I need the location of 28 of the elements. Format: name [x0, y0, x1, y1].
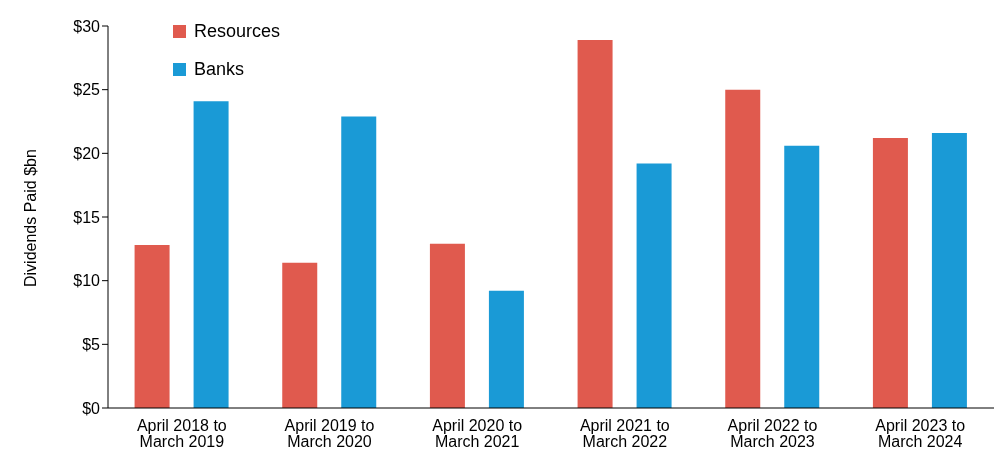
x-tick-label: April 2023 to March 2024 — [875, 417, 966, 451]
y-tick-label: $0 — [82, 399, 101, 417]
bar — [784, 145, 820, 408]
y-tick-label: $5 — [82, 336, 101, 354]
x-tick-label: April 2021 to March 2022 — [579, 417, 670, 451]
x-tick-label: April 2022 to March 2023 — [727, 417, 818, 451]
bar — [429, 243, 465, 408]
y-tick-label: $15 — [73, 208, 101, 226]
y-axis-title: Dividends Paid $bn — [21, 149, 39, 287]
legend-label: Resources — [194, 20, 281, 42]
y-tick-label: $20 — [73, 145, 101, 163]
bar — [872, 138, 908, 408]
bar — [577, 40, 613, 408]
bar — [134, 245, 170, 408]
bar — [282, 262, 318, 408]
y-tick-label: $30 — [73, 17, 101, 35]
x-tick-label: April 2020 to March 2021 — [432, 417, 523, 451]
bar — [931, 132, 967, 408]
y-tick-label: $25 — [73, 81, 101, 99]
bar — [725, 89, 761, 408]
bar — [488, 290, 524, 408]
bar — [193, 101, 229, 408]
y-tick-label: $10 — [73, 272, 101, 290]
x-tick-label: April 2018 to March 2019 — [136, 417, 227, 451]
x-tick-label: April 2019 to March 2020 — [284, 417, 375, 451]
bar — [341, 116, 377, 408]
legend-label: Banks — [194, 58, 245, 80]
bar — [636, 163, 672, 408]
